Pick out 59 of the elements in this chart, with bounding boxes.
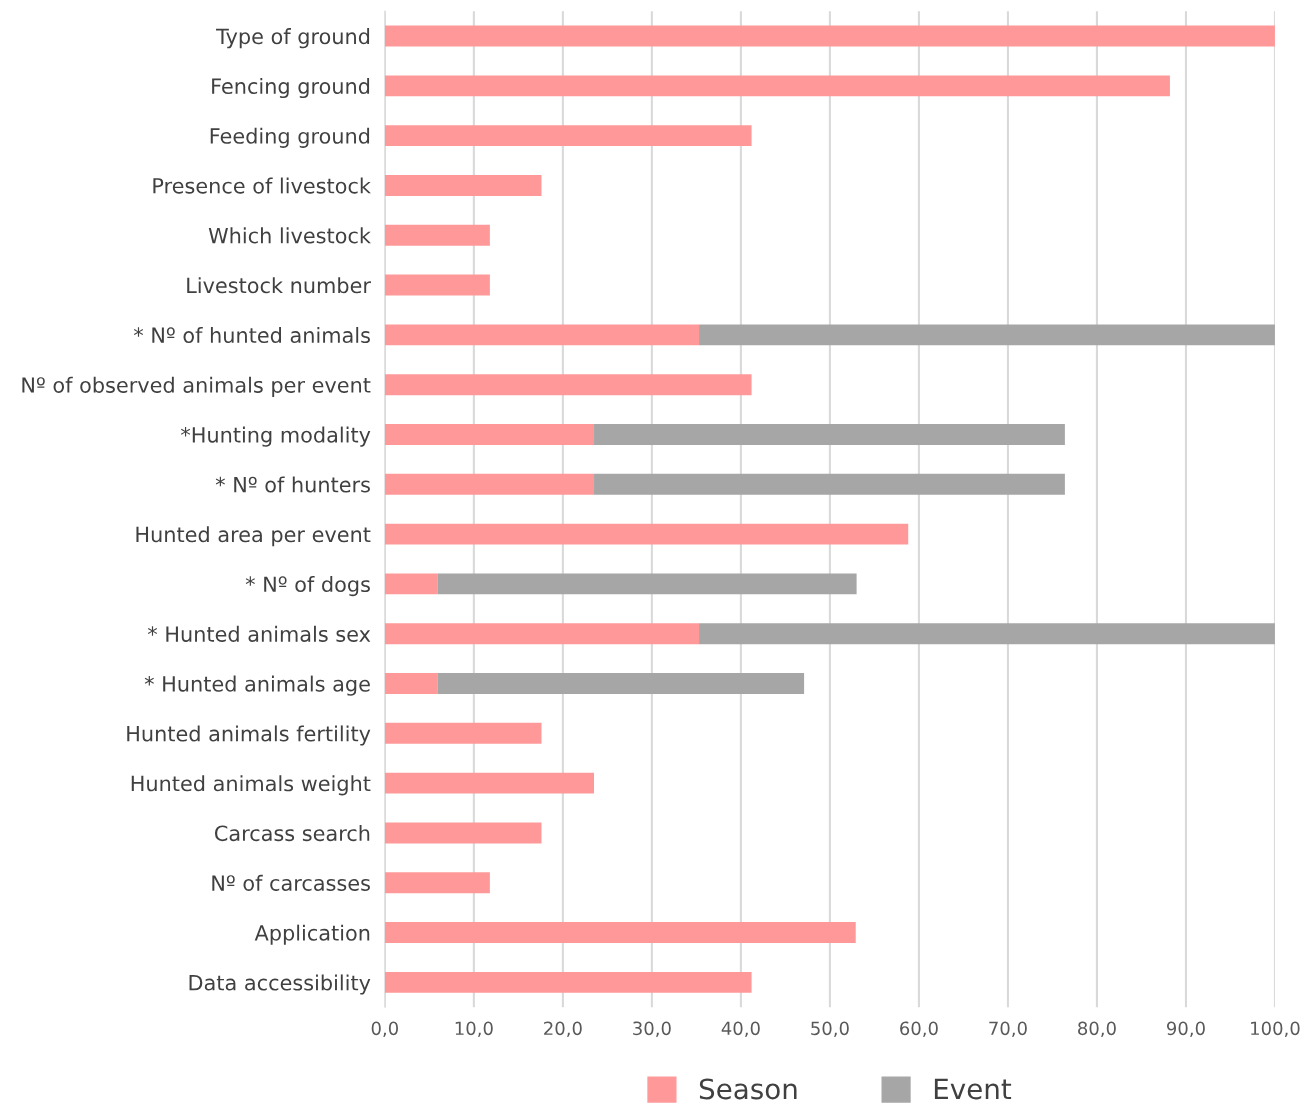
bar bbox=[384, 274, 490, 296]
y-tick-label: Fencing ground bbox=[212, 77, 370, 99]
bar bbox=[384, 473, 595, 495]
y-tick-label: *Hunting modality bbox=[180, 426, 371, 447]
legend-label: Season bbox=[699, 1078, 797, 1100]
bar bbox=[384, 75, 1170, 97]
bar bbox=[384, 523, 909, 545]
y-tick-label: Feeding ground bbox=[210, 127, 370, 148]
x-tick-label: 0,0 bbox=[371, 1021, 398, 1037]
x-tick-label: 60,0 bbox=[900, 1021, 938, 1037]
y-tick-label: Hunted animals fertility bbox=[127, 725, 371, 746]
x-tick-label: 70,0 bbox=[989, 1021, 1027, 1037]
bar bbox=[384, 673, 438, 694]
y-tick-label: Application bbox=[254, 924, 370, 945]
y-tick-label: Livestock number bbox=[187, 277, 371, 294]
y-tick-label: Nº of observed animals per event bbox=[22, 376, 371, 397]
bar bbox=[384, 872, 490, 894]
bar bbox=[384, 922, 856, 944]
bar bbox=[594, 473, 1065, 495]
y-tick-label: Presence of livestock bbox=[153, 177, 371, 194]
bar bbox=[384, 25, 1275, 47]
y-tick-label: Hunted animals weight bbox=[131, 775, 371, 796]
bar bbox=[699, 623, 1275, 645]
y-tick-label: Hunted area per event bbox=[136, 526, 371, 547]
y-tick-label: Type of ground bbox=[216, 28, 370, 49]
bar bbox=[384, 174, 542, 196]
bar bbox=[384, 125, 752, 147]
bar bbox=[384, 822, 542, 844]
bar bbox=[384, 573, 438, 595]
x-tick-label: 100,0 bbox=[1251, 1021, 1300, 1037]
y-tick-label: * Hunted animals sex bbox=[147, 625, 371, 642]
bar bbox=[699, 324, 1275, 346]
y-tick-label: Carcass search bbox=[214, 825, 370, 842]
y-tick-label: * Nº of hunters bbox=[215, 476, 370, 493]
bar bbox=[384, 324, 700, 346]
y-tick-label: Nº of carcasses bbox=[212, 874, 370, 891]
y-tick-label: * Hunted animals age bbox=[144, 675, 370, 696]
x-tick-label: 90,0 bbox=[1166, 1021, 1205, 1037]
x-tick-label: 10,0 bbox=[455, 1021, 493, 1037]
x-tick-label: 20,0 bbox=[544, 1021, 582, 1037]
bar bbox=[384, 772, 595, 794]
legend-label: Event bbox=[934, 1078, 1012, 1100]
bar bbox=[384, 424, 595, 445]
y-tick-label: * Nº of dogs bbox=[245, 575, 370, 597]
x-tick-label: 80,0 bbox=[1078, 1021, 1116, 1037]
x-tick-label: 50,0 bbox=[811, 1021, 849, 1037]
bar bbox=[594, 424, 1065, 445]
y-tick-label: * Nº of hunted animals bbox=[133, 326, 370, 344]
x-tick-label: 30,0 bbox=[633, 1021, 671, 1037]
y-tick-label: Data accessibility bbox=[189, 974, 371, 995]
bar bbox=[437, 573, 857, 595]
bar bbox=[384, 224, 490, 246]
bar bbox=[384, 971, 752, 993]
bar bbox=[384, 722, 542, 744]
bar bbox=[384, 374, 752, 396]
y-tick-label: Which livestock bbox=[208, 227, 371, 244]
bar bbox=[384, 623, 700, 645]
x-tick-label: 40,0 bbox=[721, 1021, 760, 1037]
bar bbox=[437, 673, 805, 694]
